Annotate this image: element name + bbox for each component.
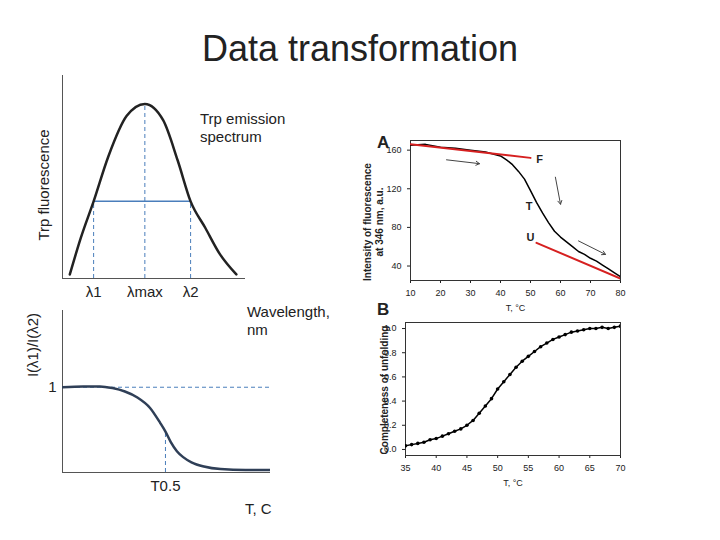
html-text:I(λ1)/I(λ2): I(λ1)/I(λ2): [24, 312, 42, 378]
svg-text:λ2: λ2: [183, 283, 199, 300]
html-text:Data transformation: Data transformation: [201, 28, 519, 69]
svg-text:10: 10: [405, 288, 415, 298]
html-text:T, C: T, C: [245, 500, 272, 517]
svg-text:65: 65: [585, 463, 595, 473]
svg-text:40: 40: [431, 463, 441, 473]
svg-text:50: 50: [493, 463, 503, 473]
svg-text:80: 80: [615, 288, 625, 298]
svg-text:35: 35: [400, 463, 410, 473]
svg-text:60: 60: [555, 288, 565, 298]
svg-text:80: 80: [391, 222, 401, 232]
svg-text:40: 40: [391, 261, 401, 271]
svg-text:30: 30: [465, 288, 475, 298]
svg-text:1: 1: [48, 378, 56, 395]
svg-text:120: 120: [386, 184, 401, 194]
svg-text:T: T: [526, 200, 533, 212]
html-text:Completeness of unfolding: Completeness of unfolding: [379, 325, 391, 455]
svg-text:50: 50: [525, 288, 535, 298]
html-text:Trp fluorescence: Trp fluorescence: [35, 129, 53, 241]
html-text:Trp emission spectrum: Trp emission spectrum: [200, 110, 286, 145]
svg-text:λ1: λ1: [86, 283, 102, 300]
svg-text:T, °C: T, °C: [506, 303, 526, 313]
svg-text:U: U: [527, 231, 535, 243]
svg-text:70: 70: [615, 463, 625, 473]
html-text:A: A: [377, 133, 390, 152]
svg-text:60: 60: [554, 463, 564, 473]
svg-text:λmax: λmax: [127, 283, 163, 300]
svg-text:70: 70: [585, 288, 595, 298]
svg-text:45: 45: [462, 463, 472, 473]
svg-text:40: 40: [495, 288, 505, 298]
svg-text:T, °C: T, °C: [503, 478, 523, 488]
svg-text:F: F: [536, 153, 543, 165]
html-text:Wavelength, nm: Wavelength, nm: [247, 303, 330, 338]
svg-text:T0.5: T0.5: [150, 477, 180, 494]
svg-text:160: 160: [386, 145, 402, 155]
svg-text:55: 55: [523, 463, 533, 473]
svg-text:20: 20: [435, 288, 445, 298]
html-text:Intensity of fluorescence at 3: Intensity of fluorescence at 346 nm, a.u…: [361, 163, 384, 281]
html-text:B: B: [377, 300, 390, 319]
